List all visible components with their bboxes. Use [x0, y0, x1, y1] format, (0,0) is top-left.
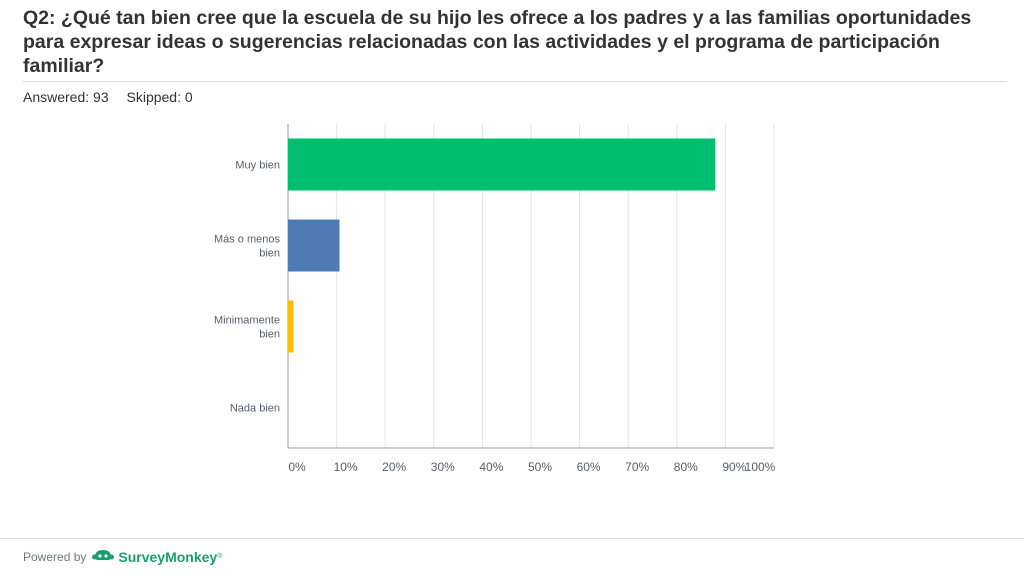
- category-label: Más o menos: [214, 234, 281, 246]
- answered-count: Answered: 93: [23, 89, 109, 105]
- x-tick-label: 100%: [745, 460, 776, 474]
- bar: [288, 138, 716, 191]
- x-tick-label: 70%: [625, 460, 649, 474]
- category-label: bien: [259, 248, 280, 260]
- powered-by-label: Powered by: [23, 549, 87, 564]
- bar-chart: 0% 10% 20% 30% 40% 50% 60% 70% 80% 90%100% Muy bie…: [214, 124, 776, 474]
- surveymonkey-logo-icon: [92, 548, 115, 565]
- bar: [288, 219, 340, 272]
- category-label: bien: [259, 329, 280, 341]
- skipped-count: Skipped: 0: [126, 89, 193, 105]
- bar: [288, 300, 294, 353]
- trademark-mark: ®: [217, 553, 223, 560]
- footer: Powered by SurveyMonkey ®: [23, 548, 222, 565]
- category-label: Nada bien: [230, 403, 280, 415]
- x-tick-label: 10%: [334, 460, 358, 474]
- x-tick-label: 20%: [382, 460, 406, 474]
- x-tick-label: 30%: [431, 460, 455, 474]
- category-label: Minimamente: [214, 315, 280, 327]
- x-tick-label: 50%: [528, 460, 552, 474]
- question-title: Q2: ¿Qué tan bien cree que la escuela de…: [23, 7, 972, 77]
- x-tick-label: 60%: [577, 460, 601, 474]
- x-tick-label: 40%: [479, 460, 503, 474]
- title-divider: [23, 81, 1007, 82]
- footer-divider: [0, 538, 1024, 539]
- x-tick-label: 80%: [674, 460, 698, 474]
- response-stats: Answered: 93 Skipped: 0: [23, 89, 207, 105]
- x-tick-label: 90%: [722, 460, 746, 474]
- surveymonkey-brand: SurveyMonkey: [118, 548, 218, 565]
- category-label: Muy bien: [235, 160, 280, 172]
- x-tick-label: 0%: [288, 460, 306, 474]
